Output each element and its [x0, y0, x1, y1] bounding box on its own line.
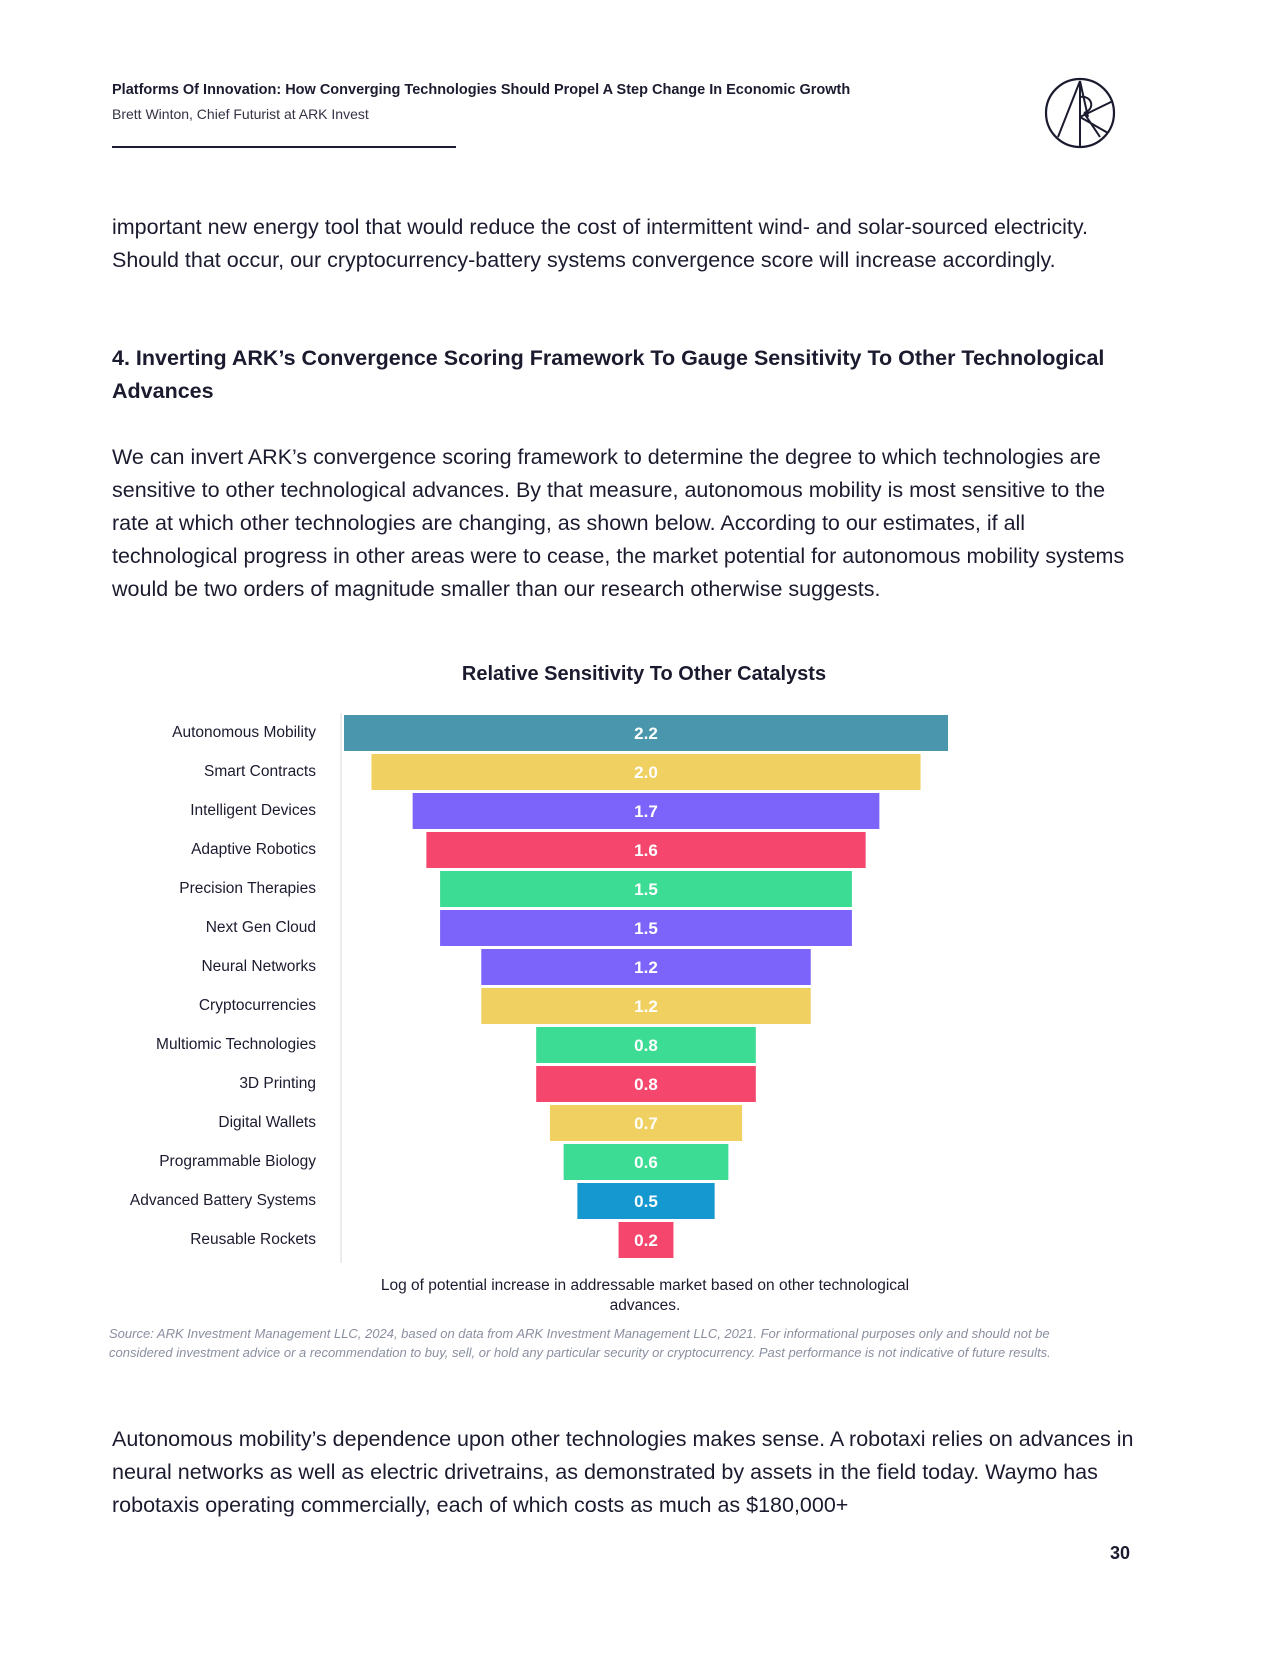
header-divider [112, 146, 456, 148]
chart-title: Relative Sensitivity To Other Catalysts [461, 663, 827, 685]
body-paragraph-1: important new energy tool that would red… [112, 215, 1088, 272]
chart-category-label: Precision Therapies [179, 880, 316, 897]
chart-data-label: 1.7 [634, 802, 658, 821]
chart-data-label: 0.5 [634, 1192, 658, 1211]
body-paragraph-2: We can invert ARK’s convergence scoring … [112, 445, 1125, 601]
chart-category-label: Digital Wallets [218, 1114, 316, 1131]
chart-bar [577, 1183, 715, 1219]
chart-data-label: 0.7 [634, 1114, 658, 1133]
chart-data-label: 1.2 [634, 958, 658, 977]
source-note: Source: ARK Investment Management LLC, 2… [109, 1326, 1051, 1360]
chart-data-label: 1.6 [634, 841, 658, 860]
page-number: 30 [1109, 1543, 1130, 1563]
chart-bar [412, 793, 880, 829]
chart-data-label: 0.8 [634, 1036, 658, 1055]
chart-category-label: Intelligent Devices [190, 802, 316, 819]
chart-category-label: Smart Contracts [204, 763, 316, 780]
chart-category-label: Cryptocurrencies [199, 997, 316, 1014]
chart-category-label: Multiomic Technologies [156, 1036, 316, 1053]
chart-category-label: Advanced Battery Systems [130, 1192, 316, 1209]
document-author: Brett Winton, Chief Futurist at ARK Inve… [112, 106, 369, 122]
chart-bar [549, 1105, 743, 1141]
sensitivity-chart: 2.2 Autonomous Mobility 2.0 Smart Contracts… [130, 713, 948, 1263]
chart-x-axis-label: Log of potential increase in addressable… [380, 1277, 910, 1314]
chart-category-label: Next Gen Cloud [206, 919, 316, 936]
document-title: Platforms Of Innovation: How Converging … [112, 82, 851, 98]
section-heading: 4. Inverting ARK’s Convergence Scoring F… [112, 346, 1105, 403]
chart-data-label: 0.8 [634, 1075, 658, 1094]
chart-data-label: 0.6 [634, 1153, 658, 1172]
chart-bar [440, 871, 852, 907]
chart-bar [618, 1222, 674, 1258]
chart-category-label: Autonomous Mobility [172, 724, 316, 741]
chart-category-label: Adaptive Robotics [191, 841, 316, 858]
chart-bar [344, 715, 948, 751]
body-paragraph-3: Autonomous mobility’s dependence upon ot… [112, 1427, 1134, 1517]
ark-logo-icon [1044, 77, 1116, 149]
chart-data-label: 1.5 [634, 880, 658, 899]
chart-data-label: 2.0 [634, 763, 658, 782]
chart-bar [481, 988, 811, 1024]
chart-bar [536, 1066, 756, 1102]
chart-bar [481, 949, 811, 985]
chart-data-label: 0.2 [634, 1231, 658, 1250]
chart-bar [536, 1027, 756, 1063]
chart-data-label: 1.5 [634, 919, 658, 938]
chart-bar [440, 910, 852, 946]
chart-category-label: Programmable Biology [159, 1153, 316, 1170]
chart-bar [426, 832, 866, 868]
chart-category-label: Reusable Rockets [190, 1231, 316, 1248]
chart-data-label: 1.2 [634, 997, 658, 1016]
chart-category-label: 3D Printing [239, 1075, 316, 1092]
chart-data-label: 2.2 [634, 724, 658, 743]
chart-bar [371, 754, 921, 790]
chart-category-label: Neural Networks [201, 958, 316, 975]
chart-bar [563, 1144, 729, 1180]
